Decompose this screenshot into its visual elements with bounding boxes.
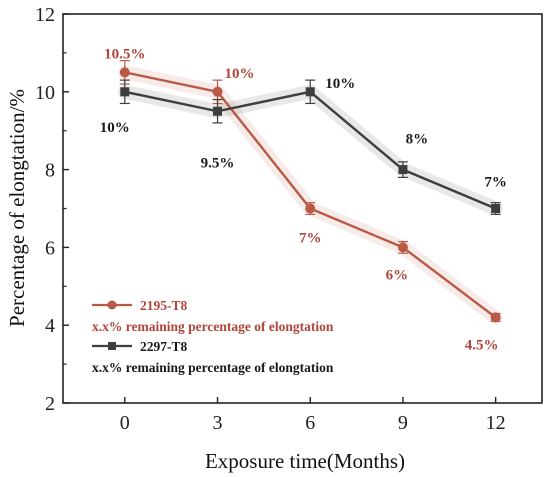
series-glow-2297-T8: [117, 84, 503, 216]
data-label: 8%: [406, 132, 429, 148]
y-axis-title: Percentage of elongtation/%: [5, 89, 29, 327]
x-tick-label: 3: [213, 412, 223, 434]
y-tick-label: 6: [45, 237, 55, 259]
y-tick-label: 10: [35, 82, 55, 104]
data-label: 7%: [484, 175, 507, 191]
axes: 0 3 6 9 12 2 4 6 8 10 12: [35, 4, 543, 434]
data-point: [397, 242, 408, 253]
legend-note: x.x% remaining percentage of elongtation: [92, 319, 334, 334]
data-labels: 10.5% 10% 7% 6% 4.5% 10% 9.5% 10% 8% 7%: [100, 46, 507, 353]
data-point: [491, 204, 501, 213]
legend-label: 2195-T8: [140, 298, 188, 313]
plot-area: [119, 60, 501, 323]
x-tick-label: 6: [305, 412, 315, 434]
x-tick-label: 9: [398, 412, 408, 434]
legend-marker: [108, 342, 116, 350]
data-label: 4.5%: [465, 337, 499, 353]
y-tick-label: 8: [45, 160, 55, 182]
y-tick-label: 12: [35, 4, 55, 26]
data-point: [398, 165, 408, 175]
data-label: 10.5%: [104, 46, 145, 62]
glow-layer: [117, 65, 503, 325]
legend-marker: [107, 300, 117, 310]
data-label: 10%: [225, 66, 255, 82]
data-point: [120, 87, 130, 97]
data-point: [305, 87, 315, 97]
y-tick-label: 4: [45, 315, 55, 337]
legend: 2195-T8 x.x% remaining percentage of elon…: [92, 298, 334, 375]
data-label: 6%: [386, 267, 409, 283]
data-label: 10%: [325, 76, 355, 92]
data-point: [212, 86, 223, 97]
x-tick-label: 0: [120, 412, 130, 434]
x-axis-title: Exposure time(Months): [205, 449, 405, 473]
data-label: 7%: [299, 231, 322, 247]
data-point: [213, 106, 223, 116]
legend-label: 2297-T8: [140, 339, 188, 354]
data-point: [305, 203, 316, 214]
y-tick-label: 2: [45, 393, 55, 415]
legend-note: x.x% remaining percentage of elongtation: [92, 360, 334, 375]
data-label: 9.5%: [201, 155, 235, 171]
data-point: [490, 312, 501, 323]
x-tick-label: 12: [486, 412, 506, 434]
data-label: 10%: [100, 120, 130, 136]
data-point: [119, 67, 130, 78]
